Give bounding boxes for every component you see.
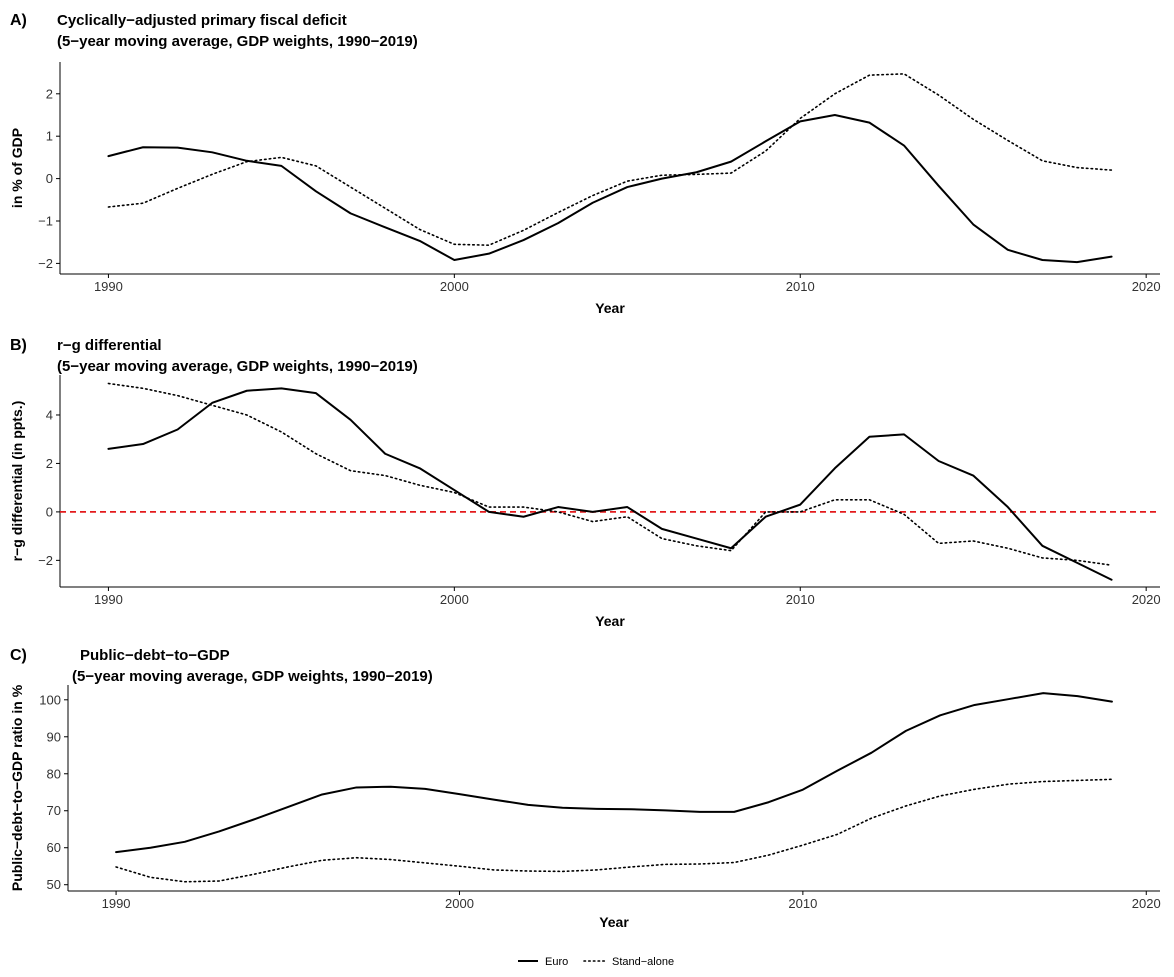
y-tick-label: −2 — [38, 553, 53, 568]
series-line-stand-alone — [107, 73, 1113, 246]
x-tick-label: 2000 — [440, 592, 469, 607]
chart-subtitle: (5−year moving average, GDP weights, 199… — [57, 33, 418, 50]
x-tick-label: 2000 — [445, 896, 474, 911]
series-line-euro — [107, 114, 1113, 264]
chart-title: r−g differential — [57, 337, 162, 354]
panel-letter: A) — [10, 12, 27, 29]
x-tick-label: 2000 — [440, 279, 469, 294]
series-line-stand-alone — [115, 778, 1113, 883]
x-tick-label: 2020 — [1132, 279, 1161, 294]
y-axis-title: r−g differential (in ppts.) — [9, 401, 25, 562]
y-tick-label: 70 — [47, 803, 61, 818]
legend-label-euro: Euro — [545, 956, 568, 968]
x-tick-label: 1990 — [102, 896, 131, 911]
x-axis-title: Year — [599, 914, 629, 930]
y-tick-label: 4 — [46, 407, 53, 422]
series-line-euro — [115, 692, 1113, 854]
y-tick-label: 90 — [47, 729, 61, 744]
y-axis-title: in % of GDP — [9, 128, 25, 208]
series-line-stand-alone — [107, 382, 1113, 566]
x-tick-label: 2020 — [1132, 896, 1161, 911]
chart-subtitle: (5−year moving average, GDP weights, 199… — [57, 358, 418, 375]
y-tick-label: −1 — [38, 214, 53, 229]
x-tick-label: 2010 — [788, 896, 817, 911]
x-tick-label: 2010 — [786, 279, 815, 294]
y-tick-label: 2 — [46, 86, 53, 101]
x-tick-label: 1990 — [94, 279, 123, 294]
y-tick-label: 1 — [46, 129, 53, 144]
legend-label-stand-alone: Stand−alone — [612, 956, 674, 968]
panel-b: B) r−g differential (5−year moving average… — [9, 337, 1161, 629]
chart-title: Cyclically−adjusted primary fiscal defic… — [57, 12, 347, 29]
chart-subtitle: (5−year moving average, GDP weights, 199… — [72, 668, 433, 685]
y-axis-title: Public−debt−to−GDP ratio in % — [9, 684, 25, 891]
x-axis-title: Year — [595, 300, 625, 316]
y-tick-label: 2 — [46, 456, 53, 471]
y-tick-label: 0 — [46, 504, 53, 519]
y-tick-label: 60 — [47, 840, 61, 855]
panel-c: C) Public−debt−to−GDP (5−year moving avera… — [9, 647, 1161, 930]
chart-title: Public−debt−to−GDP — [80, 647, 230, 664]
x-tick-label: 2020 — [1132, 592, 1161, 607]
legend: Euro Stand−alone — [518, 956, 674, 968]
x-axis-title: Year — [595, 613, 625, 629]
panel-a: A) Cyclically−adjusted primary fiscal def… — [9, 12, 1161, 316]
y-tick-label: 80 — [47, 766, 61, 781]
y-tick-label: 100 — [39, 692, 61, 707]
x-tick-label: 1990 — [94, 592, 123, 607]
y-tick-label: −2 — [38, 256, 53, 271]
panel-letter: C) — [10, 647, 27, 664]
y-tick-label: 50 — [47, 877, 61, 892]
series-line-euro — [107, 387, 1113, 581]
x-tick-label: 2010 — [786, 592, 815, 607]
panel-letter: B) — [10, 337, 27, 354]
y-tick-label: 0 — [46, 171, 53, 186]
